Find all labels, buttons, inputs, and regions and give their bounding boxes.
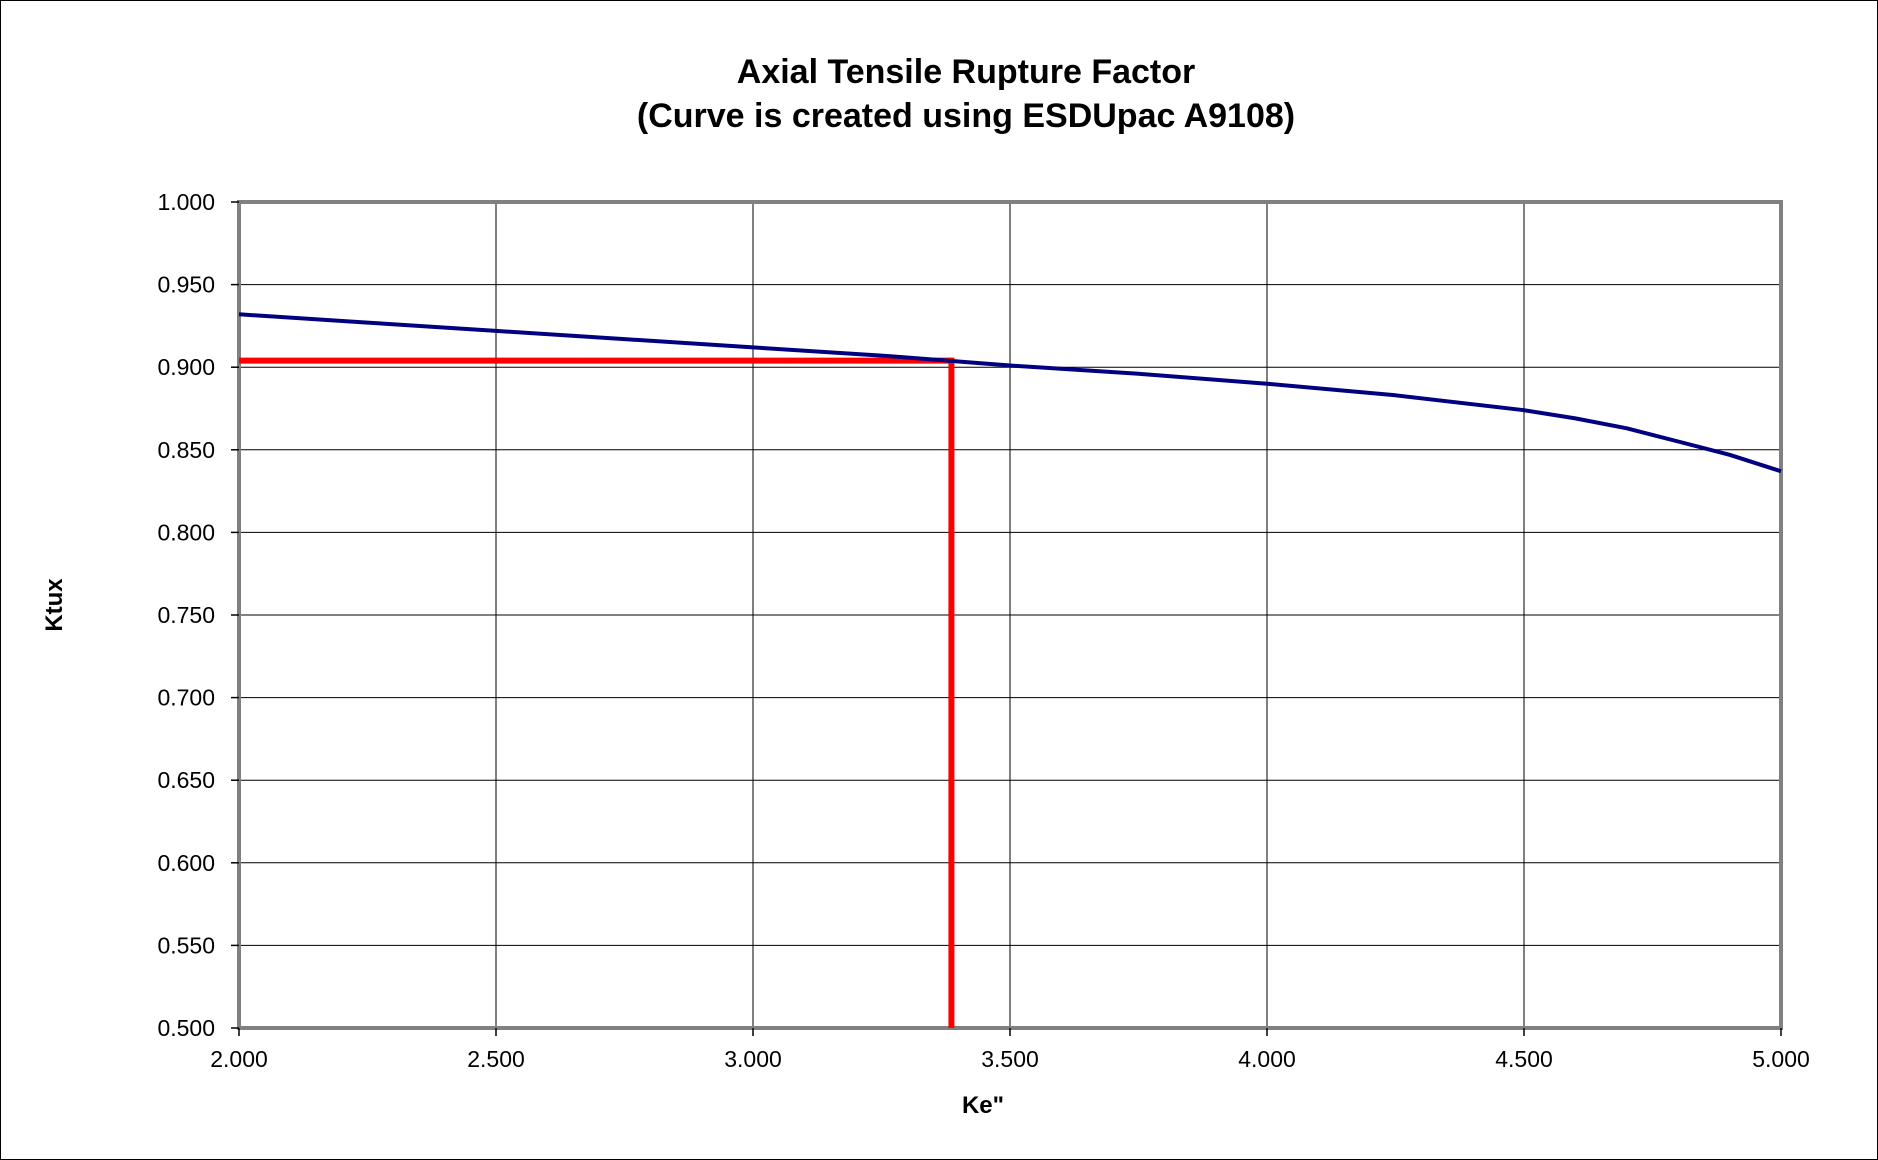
series-layer: [238, 312, 1782, 474]
x-tick-label: 5.000: [1752, 1046, 1810, 1072]
y-axis-ticks: 1.000 0.950 0.900 0.850 0.800 0.750 0.700 0.650…: [157, 189, 239, 1041]
y-tick-label: 0.650: [157, 767, 215, 793]
y-axis-label: Ktux: [41, 578, 68, 632]
y-tick-label: 1.000: [157, 189, 215, 215]
y-tick-label: 0.750: [157, 602, 215, 628]
grid-lines: [238, 201, 1782, 1029]
y-tick-label: 0.600: [157, 850, 215, 876]
chart-title: Axial Tensile Rupture Factor: [737, 53, 1195, 91]
series-line: [238, 312, 1782, 474]
y-tick-label: 0.950: [157, 272, 215, 298]
x-tick-label: 3.000: [724, 1046, 782, 1072]
y-tick-label: 0.850: [157, 437, 215, 463]
x-tick-label: 3.500: [981, 1046, 1039, 1072]
y-tick-label: 0.700: [157, 685, 215, 711]
x-axis-ticks: 2.000 2.500 3.000 3.500 4.000 4.500 5.000: [210, 1028, 1810, 1072]
chart-subtitle: (Curve is created using ESDUpac A9108): [637, 97, 1295, 135]
x-tick-label: 4.000: [1238, 1046, 1296, 1072]
y-tick-label: 0.500: [157, 1015, 215, 1041]
x-tick-label: 2.000: [210, 1046, 268, 1072]
y-tick-label: 0.900: [157, 354, 215, 380]
x-tick-label: 4.500: [1495, 1046, 1553, 1072]
y-tick-label: 0.550: [157, 932, 215, 958]
x-tick-label: 2.500: [467, 1046, 525, 1072]
x-axis-label: Ke": [962, 1092, 1004, 1119]
reference-lines: [239, 357, 955, 1028]
y-tick-label: 0.800: [157, 519, 215, 545]
